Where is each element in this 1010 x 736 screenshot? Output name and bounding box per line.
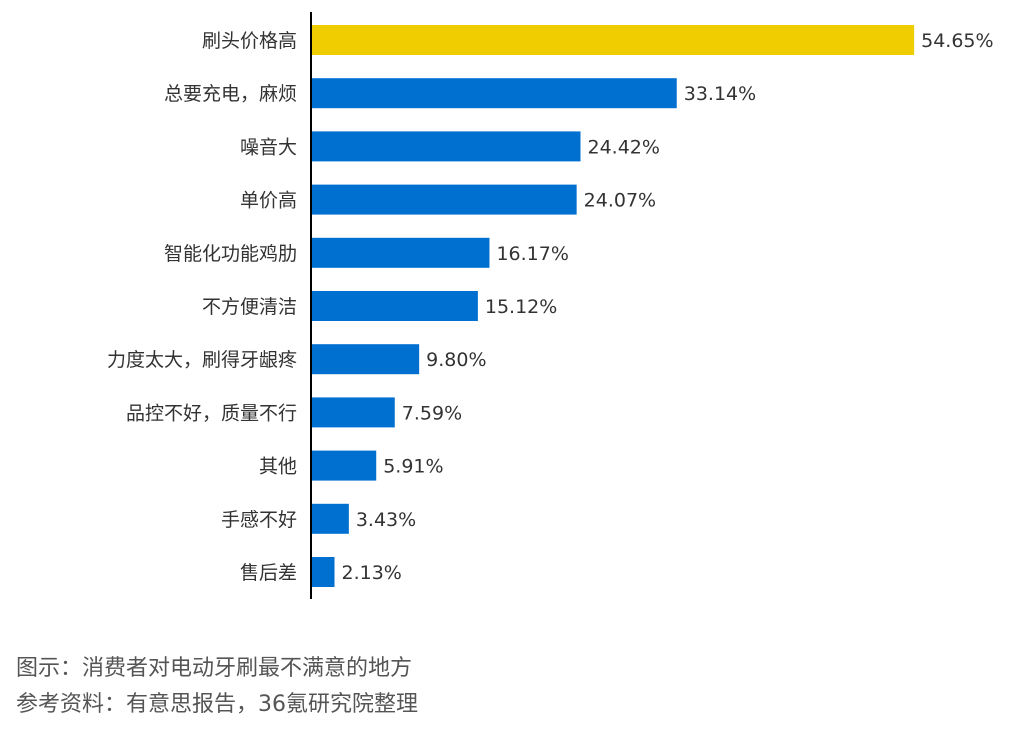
chart-source: 参考资料：有意思报告，36氪研究院整理 (16, 692, 418, 717)
value-label: 3.43% (356, 509, 416, 531)
category-label: 噪音大 (240, 136, 297, 158)
value-label: 5.91% (383, 456, 443, 478)
category-label: 智能化功能鸡肋 (164, 243, 297, 265)
bar-7 (311, 344, 420, 375)
value-label: 7.59% (402, 402, 462, 424)
bar-3 (311, 131, 581, 162)
category-label: 手感不好 (221, 509, 297, 531)
bars-layer (311, 25, 915, 587)
category-label: 力度太大，刷得牙龈疼 (107, 349, 297, 371)
value-label: 15.12% (485, 296, 557, 318)
value-label: 9.80% (426, 349, 486, 371)
bar-8 (311, 397, 395, 428)
value-labels: 54.65% 33.14% 24.42% 24.07% 16.17% 15.12% 9.80… (342, 30, 994, 584)
value-label: 24.42% (588, 136, 660, 158)
category-label: 刷头价格高 (202, 30, 297, 52)
bar-1 (311, 25, 915, 55)
bar-chart: 刷头价格高总要充电，麻烦噪音大单价高智能化功能鸡肋不方便清洁力度太大，刷得牙龈疼… (107, 12, 994, 599)
bar-2 (311, 78, 677, 109)
category-label: 单价高 (240, 190, 297, 212)
category-label: 其他 (259, 456, 297, 478)
bar-6 (311, 291, 478, 321)
bar-4 (311, 184, 577, 215)
category-label: 不方便清洁 (202, 296, 297, 318)
category-label: 品控不好，质量不行 (126, 402, 297, 424)
value-label: 54.65% (921, 30, 993, 52)
bar-9 (311, 450, 377, 481)
bar-10 (311, 503, 349, 534)
category-label: 售后差 (240, 562, 297, 584)
chart-caption: 图示：消费者对电动牙刷最不满意的地方 (16, 656, 413, 681)
value-label: 33.14% (684, 83, 756, 105)
value-label: 24.07% (584, 190, 656, 212)
value-label: 2.13% (342, 562, 402, 584)
value-label: 16.17% (496, 243, 568, 265)
category-labels: 刷头价格高总要充电，麻烦噪音大单价高智能化功能鸡肋不方便清洁力度太大，刷得牙龈疼… (107, 30, 297, 584)
category-label: 总要充电，麻烦 (164, 83, 297, 105)
bar-5 (311, 237, 490, 268)
bar-11 (311, 557, 335, 587)
